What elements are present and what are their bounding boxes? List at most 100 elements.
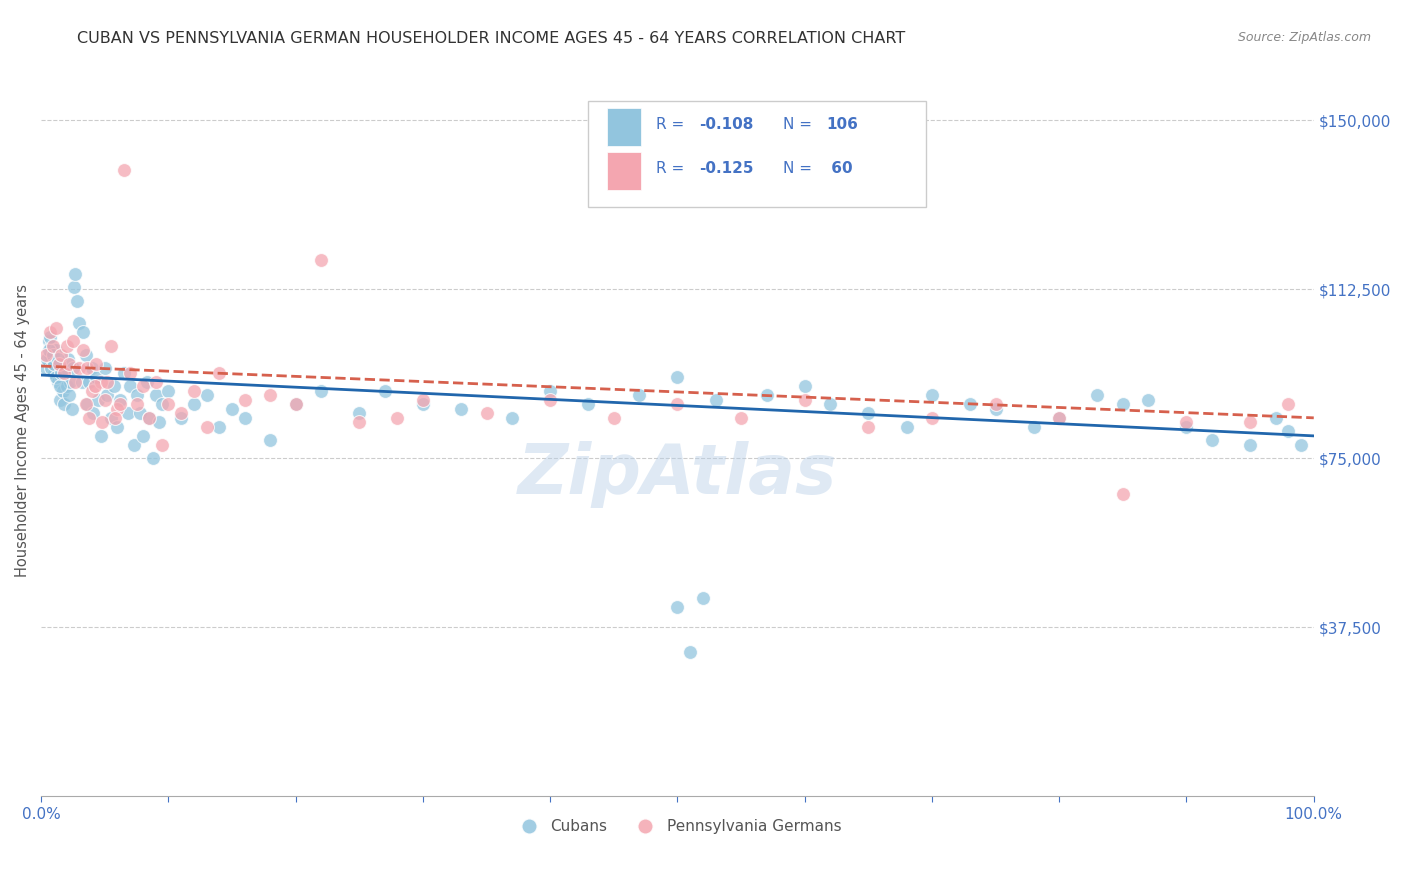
Point <box>52 384 75 398</box>
Point <box>49 392 72 407</box>
Point <box>858 420 880 434</box>
Point <box>107 420 129 434</box>
Text: CUBAN VS PENNSYLVANIA GERMAN HOUSEHOLDER INCOME AGES 45 - 64 YEARS CORRELATION C: CUBAN VS PENNSYLVANIA GERMAN HOUSEHOLDER… <box>77 31 905 46</box>
Point <box>79 375 101 389</box>
Point <box>349 406 371 420</box>
Point <box>41 339 63 353</box>
Text: N =: N = <box>783 118 817 132</box>
Point <box>138 410 160 425</box>
Point <box>170 410 193 425</box>
Point <box>1289 438 1312 452</box>
Point <box>1112 487 1135 501</box>
Point <box>58 357 80 371</box>
Point <box>90 375 112 389</box>
Point <box>55 379 77 393</box>
Text: R =: R = <box>655 161 689 177</box>
Point <box>72 325 94 339</box>
Point <box>666 397 689 411</box>
Point <box>412 392 434 407</box>
Point <box>135 375 157 389</box>
Point <box>72 343 94 358</box>
Point <box>1047 410 1070 425</box>
Point <box>666 370 689 384</box>
Point <box>208 366 231 380</box>
Point <box>1277 425 1299 439</box>
Point <box>39 361 62 376</box>
Point <box>1264 410 1286 425</box>
Point <box>120 379 142 393</box>
Point <box>195 388 218 402</box>
Legend: Cubans, Pennsylvania Germans: Cubans, Pennsylvania Germans <box>508 813 848 840</box>
Point <box>48 357 70 371</box>
Point <box>195 420 218 434</box>
Point <box>66 293 89 308</box>
Point <box>45 370 67 384</box>
Point <box>67 316 90 330</box>
Point <box>755 388 778 402</box>
Point <box>1112 397 1135 411</box>
Point <box>93 392 115 407</box>
Point <box>80 361 103 376</box>
Point <box>309 384 332 398</box>
Point <box>183 384 205 398</box>
Point <box>38 343 60 358</box>
Point <box>91 415 114 429</box>
Point <box>1022 420 1045 434</box>
Point <box>90 429 112 443</box>
Point <box>387 410 409 425</box>
Point <box>374 384 396 398</box>
Point <box>538 384 561 398</box>
Y-axis label: Householder Income Ages 45 - 64 years: Householder Income Ages 45 - 64 years <box>15 284 30 577</box>
Text: -0.108: -0.108 <box>699 118 754 132</box>
Point <box>83 379 105 393</box>
Point <box>108 397 131 411</box>
Point <box>49 379 72 393</box>
Text: 106: 106 <box>827 118 858 132</box>
Point <box>112 163 135 178</box>
Point <box>475 406 498 420</box>
Text: 60: 60 <box>827 161 853 177</box>
Point <box>42 366 65 380</box>
Point <box>145 388 167 402</box>
Point <box>1239 415 1261 429</box>
Point <box>125 388 148 402</box>
Point <box>145 375 167 389</box>
Point <box>984 397 1007 411</box>
Point <box>63 280 86 294</box>
Point <box>100 339 122 353</box>
Point <box>284 397 307 411</box>
Point <box>48 361 70 376</box>
Point <box>84 370 107 384</box>
Point <box>1137 392 1160 407</box>
Text: Source: ZipAtlas.com: Source: ZipAtlas.com <box>1237 31 1371 45</box>
Point <box>412 397 434 411</box>
Point <box>112 366 135 380</box>
Point <box>103 379 125 393</box>
Point <box>921 410 943 425</box>
Text: N =: N = <box>783 161 817 177</box>
Point <box>148 415 170 429</box>
Point <box>576 397 599 411</box>
Point <box>45 343 67 358</box>
Point <box>132 429 155 443</box>
Point <box>117 406 139 420</box>
Point <box>58 388 80 402</box>
Point <box>35 361 58 376</box>
Point <box>538 392 561 407</box>
Point <box>45 320 67 334</box>
Point <box>679 645 702 659</box>
Point <box>107 401 129 416</box>
Point <box>157 384 180 398</box>
Point <box>41 357 63 371</box>
Point <box>96 375 118 389</box>
Point <box>450 401 472 416</box>
Point <box>84 357 107 371</box>
Point <box>157 397 180 411</box>
Point <box>150 438 173 452</box>
Point <box>104 410 127 425</box>
Point <box>37 352 59 367</box>
Point <box>183 397 205 411</box>
Point <box>62 361 84 376</box>
Point <box>60 401 83 416</box>
Point <box>170 406 193 420</box>
